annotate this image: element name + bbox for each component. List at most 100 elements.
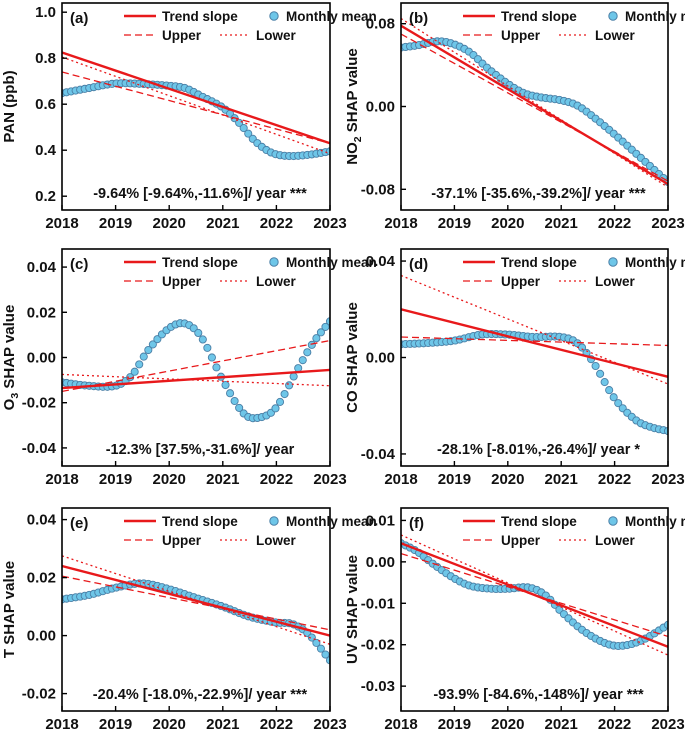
monthly-mean-point	[596, 369, 605, 378]
panel-d: 2018 2019 2020 2021 2022 2023 -0.04 0.00 0.04 CO …	[344, 248, 685, 488]
monthly-mean-point	[294, 364, 303, 373]
y-tick-label: 0.8	[35, 50, 56, 67]
y-tick-label: 0.04	[366, 253, 396, 270]
monthly-mean-point	[289, 372, 298, 381]
x-tick-label: 2019	[99, 471, 132, 488]
monthly-mean-point	[271, 404, 280, 413]
x-tick-label: 2022	[598, 215, 631, 232]
monthly-mean-point	[321, 650, 330, 659]
x-tick-label: 2018	[45, 716, 78, 733]
y-axis-label: O3 SHAP value	[1, 305, 21, 411]
plot-area	[62, 51, 330, 161]
legend-trend-label: Trend slope	[162, 255, 238, 270]
x-tick-label: 2019	[99, 716, 132, 733]
x-tick-label: 2021	[545, 215, 578, 232]
y-tick-label: -0.04	[361, 446, 396, 463]
panel-label: (e)	[70, 515, 88, 532]
y-axis-label-subscript: 2	[352, 136, 364, 142]
y-axis-label-main: NO	[344, 142, 361, 165]
x-tick-label: 2019	[99, 215, 132, 232]
monthly-mean-point	[239, 124, 248, 133]
y-tick-label: -0.02	[361, 637, 395, 654]
monthly-mean-point	[609, 393, 618, 402]
panel-label: (d)	[409, 256, 428, 273]
trend-slope-line	[62, 368, 330, 390]
x-tick-label: 2019	[438, 471, 471, 488]
upper-line	[62, 339, 330, 393]
legend-monthly-swatch	[269, 11, 279, 21]
legend-lower-label: Lower	[256, 28, 297, 43]
trend-annotation: -28.1% [-8.01%,-26.4%]/ year *	[437, 442, 640, 458]
y-tick-label: 0.01	[366, 512, 395, 529]
legend-monthly-swatch	[608, 257, 618, 267]
monthly-mean-point	[194, 328, 203, 338]
x-tick-label: 2022	[260, 215, 293, 232]
y-tick-label: 0.00	[366, 350, 395, 367]
monthly-mean-series	[62, 317, 330, 423]
y-tick-label: 0.00	[366, 554, 395, 571]
panel-f: 2018 2019 2020 2021 2022 2023 -0.03 -0.02 -0.01 0…	[344, 507, 685, 733]
monthly-mean-point	[591, 361, 600, 371]
monthly-mean-point	[663, 426, 668, 436]
y-axis-label-main: O	[1, 398, 18, 410]
monthly-mean-point	[139, 352, 148, 361]
monthly-mean-point	[198, 335, 207, 344]
legend-upper-label: Upper	[162, 28, 202, 43]
legend-upper-label: Upper	[501, 274, 541, 289]
monthly-mean-point	[275, 397, 285, 406]
monthly-mean-point	[203, 343, 212, 352]
legend-trend-label: Trend slope	[501, 9, 577, 24]
monthly-mean-point	[307, 340, 316, 349]
trend-slope-line	[62, 51, 330, 145]
legend: Trend slope Monthly mean Upper Lower	[124, 514, 377, 548]
trend-annotation: -20.4% [-18.0%,-22.9%]/ year ***	[93, 687, 308, 703]
monthly-mean-point	[244, 129, 253, 138]
legend-lower-label: Lower	[595, 533, 636, 548]
plot-area	[401, 274, 668, 436]
y-axis-label: T SHAP value	[1, 561, 18, 658]
x-tick-label: 2023	[651, 215, 684, 232]
x-tick-label: 2022	[598, 716, 631, 733]
y-axis-label: PAN (ppb)	[1, 70, 18, 142]
legend-monthly-swatch	[269, 257, 279, 267]
x-tick-label: 2023	[313, 215, 346, 232]
legend-monthly-label: Monthly mean	[286, 9, 377, 24]
y-axis-label-subscript: 3	[9, 393, 21, 399]
legend-lower-label: Lower	[595, 28, 636, 43]
monthly-mean-point	[235, 403, 244, 412]
y-tick-label: 0.04	[27, 259, 57, 276]
plot-area	[62, 317, 330, 423]
x-tick-label: 2021	[206, 215, 239, 232]
upper-line	[62, 71, 330, 144]
monthly-mean-point	[600, 378, 609, 387]
legend-monthly-label: Monthly mean	[286, 514, 377, 529]
lower-line	[62, 56, 330, 155]
monthly-mean-point	[135, 360, 144, 369]
monthly-mean-point	[303, 348, 312, 357]
monthly-mean-series	[62, 79, 330, 161]
legend: Trend slope Monthly mean Upper Lower	[124, 9, 377, 43]
y-tick-label: -0.08	[361, 181, 395, 198]
trend-slope-line	[401, 308, 668, 378]
y-axis-label: UV SHAP value	[344, 555, 361, 664]
x-tick-label: 2023	[651, 471, 684, 488]
y-axis-label-main: T SHAP value	[1, 561, 18, 658]
panel-label: (c)	[70, 256, 88, 273]
x-tick-label: 2021	[206, 471, 239, 488]
panel-e: 2018 2019 2020 2021 2022 2023 -0.02 0.00 0.02 0.0…	[1, 507, 377, 733]
legend-upper-label: Upper	[501, 28, 541, 43]
panel-c: 2018 2019 2020 2021 2022 2023 -0.04 -0.02 0.00 0.…	[1, 248, 377, 488]
monthly-mean-point	[226, 389, 235, 398]
x-tick-label: 2018	[384, 471, 417, 488]
y-axis-label-rest: SHAP value	[1, 305, 18, 393]
x-tick-label: 2018	[45, 215, 78, 232]
trend-annotation: -93.9% [-84.6%,-148%]/ year ***	[433, 687, 644, 703]
legend-upper-label: Upper	[162, 274, 202, 289]
x-tick-label: 2023	[313, 471, 346, 488]
upper-line	[62, 575, 330, 631]
y-axis-label-main: UV SHAP value	[344, 555, 361, 664]
y-tick-label: -0.02	[22, 395, 56, 412]
legend-monthly-swatch	[608, 516, 618, 526]
x-tick-label: 2020	[491, 215, 524, 232]
